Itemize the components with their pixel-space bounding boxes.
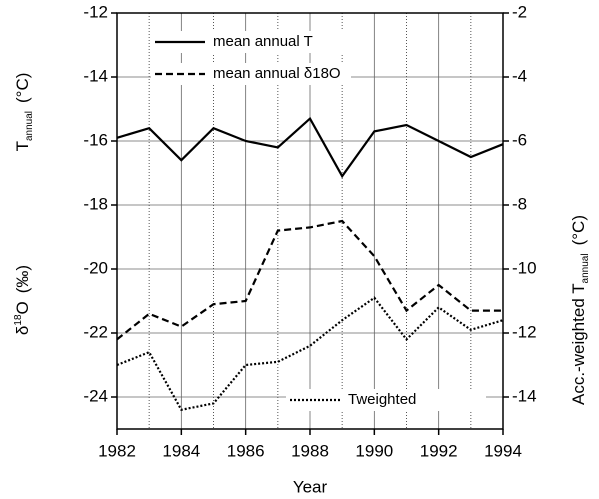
plot-frame <box>116 12 504 430</box>
legend-bg <box>151 63 351 85</box>
label-sub: annual <box>24 111 35 141</box>
y2-tick-label: -12 <box>512 322 537 341</box>
y-axis-label-upper: Tannual (°C) <box>13 73 34 152</box>
label-part: Acc.-weighted T <box>569 283 588 405</box>
legend-bg <box>151 31 351 53</box>
x-axis-label: Year <box>293 477 328 496</box>
label-sub: annual <box>580 253 591 283</box>
legend-bg <box>286 389 486 411</box>
y2-tick-label: -8 <box>512 194 527 213</box>
x-tick-label: 1984 <box>162 441 200 460</box>
y2-tick-label: -4 <box>512 66 527 85</box>
legend-label: mean annual T <box>213 33 313 50</box>
x-tick-label: 1982 <box>98 441 136 460</box>
label-part: O <box>13 301 32 314</box>
y-tick-label: -18 <box>83 194 108 213</box>
label-unit: (°C) <box>13 73 32 103</box>
series-line <box>116 296 504 412</box>
x-tick-label: 1994 <box>484 441 522 460</box>
y2-tick-label: -2 <box>512 2 527 21</box>
y2-axis-label: Acc.-weighted Tannual (°C) <box>569 215 590 405</box>
label-sup: 18 <box>13 314 24 326</box>
y-tick-label: -24 <box>83 386 108 405</box>
y2-tick-label: -6 <box>512 130 527 149</box>
label-part: δ <box>13 326 32 335</box>
y2-tick-label: -10 <box>512 258 537 277</box>
y-tick-label: -14 <box>83 66 108 85</box>
series-line <box>116 219 503 341</box>
x-tick-label: 1986 <box>227 441 265 460</box>
label-unit: (°C) <box>569 215 588 245</box>
x-tick-label: 1988 <box>291 441 329 460</box>
legend-label: Tweighted <box>348 391 416 408</box>
y-tick-label: -22 <box>83 322 108 341</box>
y-tick-label: -16 <box>83 130 108 149</box>
label-part: T <box>13 141 32 151</box>
y-tick-label: -12 <box>83 2 108 21</box>
series-line <box>116 116 504 179</box>
x-tick-label: 1990 <box>355 441 393 460</box>
legend-label: mean annual δ18O <box>213 65 341 82</box>
y-axis-label-lower: δ18O (‰) <box>13 265 33 335</box>
y2-tick-label: -14 <box>512 386 537 405</box>
y-tick-label: -20 <box>83 258 108 277</box>
label-unit: (‰) <box>13 265 32 293</box>
x-tick-label: 1992 <box>420 441 458 460</box>
